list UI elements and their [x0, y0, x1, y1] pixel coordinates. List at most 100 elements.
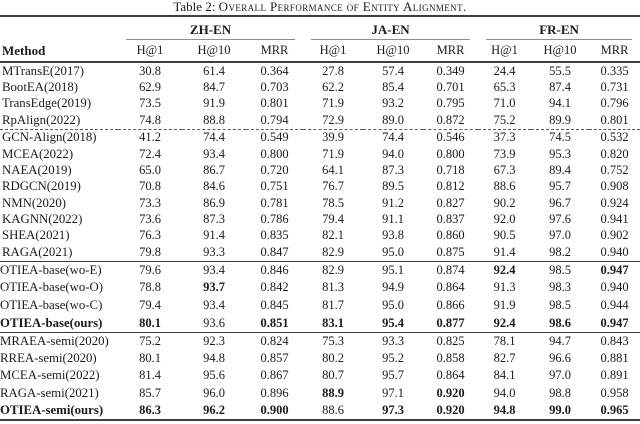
value-cell: 67.3 — [493, 162, 516, 177]
group-header-row: ZH-EN JA-EN FR-EN — [0, 16, 640, 40]
value-cell: 0.864 — [436, 368, 465, 383]
value-cell: 96.6 — [549, 351, 571, 366]
value-cell: 0.872 — [436, 112, 465, 127]
value-cell: 0.908 — [600, 179, 629, 194]
value-cell: 0.920 — [436, 402, 465, 417]
table-row: MRAEA-semi(2020) 75.2 92.3 0.824 75.3 93.3 0.8… — [0, 332, 640, 350]
value-cell: 98.3 — [549, 280, 571, 295]
method-cell: TransEdge(2019) — [2, 96, 92, 111]
value-cell: 95.7 — [382, 368, 404, 383]
method-cell: OTIEA-semi(ours) — [0, 402, 104, 417]
method-cell: OTIEA-base(wo-E) — [0, 262, 102, 277]
value-cell: 89.5 — [382, 179, 404, 194]
value-cell: 73.5 — [139, 96, 161, 111]
group-header-spacer — [0, 16, 118, 40]
value-cell: 0.845 — [260, 297, 289, 312]
value-cell: 71.0 — [493, 96, 516, 111]
value-cell: 75.3 — [322, 333, 344, 348]
value-cell: 64.1 — [322, 162, 344, 177]
value-cell: 84.6 — [203, 179, 225, 194]
value-cell: 91.1 — [382, 212, 404, 227]
value-cell: 0.801 — [260, 96, 289, 111]
value-cell: 88.6 — [322, 402, 344, 417]
value-cell: 0.847 — [260, 244, 289, 259]
value-cell: 0.532 — [589, 128, 640, 146]
value-cell: 78.5 — [322, 195, 344, 210]
value-cell: 98.6 — [549, 315, 571, 330]
value-cell: 95.2 — [382, 351, 404, 366]
value-cell: 76.3 — [139, 228, 161, 243]
method-cell: BootEA(2018) — [2, 80, 79, 95]
group-label-fr-en: FR-EN — [539, 22, 579, 37]
section-baselines: MTransE(2017) 30.8 61.4 0.364 27.8 57.4 0.349 2… — [0, 62, 640, 261]
method-cell: OTIEA-base(ours) — [0, 315, 103, 330]
value-cell: 65.3 — [493, 80, 516, 95]
method-cell: RAGA(2021) — [2, 244, 73, 259]
value-cell: 96.7 — [549, 195, 571, 210]
value-cell: 91.4 — [203, 228, 225, 243]
value-cell: 88.8 — [203, 112, 225, 127]
value-cell: 0.864 — [436, 280, 465, 295]
value-cell: 79.6 — [139, 262, 161, 277]
value-cell: 73.9 — [493, 146, 516, 161]
value-cell: 81.3 — [322, 280, 344, 295]
value-cell: 83.1 — [322, 315, 344, 330]
method-cell: RDGCN(2019) — [2, 179, 81, 194]
value-cell: 94.8 — [203, 351, 225, 366]
value-cell: 97.3 — [382, 402, 404, 417]
value-cell: 81.4 — [139, 368, 161, 383]
value-cell: 82.9 — [322, 244, 344, 259]
value-cell: 0.824 — [260, 333, 289, 348]
method-cell: OTIEA-base(wo-C) — [0, 297, 103, 312]
method-column-header: Method — [2, 43, 46, 58]
value-cell: 78.1 — [493, 333, 516, 348]
table-row: RREA-semi(2020) 80.1 94.8 0.857 80.2 95.2 0.85… — [0, 350, 640, 367]
table-caption: Table 2: Overall Performance of Entity A… — [0, 0, 640, 15]
value-cell: 0.874 — [436, 262, 465, 277]
value-cell: 86.9 — [203, 195, 225, 210]
table-row: TransEdge(2019) 73.5 91.9 0.801 71.9 93.2 0.79… — [0, 96, 640, 112]
table-header: ZH-EN JA-EN FR-EN Method H@1 H@10 MRR H@… — [0, 16, 640, 62]
group-header-ja-en: JA-EN — [303, 16, 478, 40]
value-cell: 95.0 — [382, 244, 404, 259]
value-cell: 0.843 — [600, 333, 629, 348]
value-cell: 79.4 — [322, 212, 344, 227]
value-cell: 0.786 — [260, 212, 289, 227]
value-cell: 0.881 — [600, 351, 629, 366]
value-cell: 99.0 — [549, 402, 571, 417]
value-cell: 0.965 — [600, 402, 629, 417]
value-cell: 98.5 — [549, 297, 571, 312]
value-cell: 94.7 — [549, 333, 571, 348]
value-cell: 27.8 — [322, 63, 344, 78]
value-cell: 0.842 — [260, 280, 289, 295]
value-cell: 91.4 — [493, 244, 516, 259]
metric-header-h1: H@1 — [319, 43, 347, 57]
value-cell: 89.9 — [549, 112, 571, 127]
value-cell: 93.8 — [382, 228, 404, 243]
value-cell: 0.549 — [246, 128, 304, 146]
table-row: GCN-Align(2018) 41.2 74.4 0.549 39.9 74.4 0.54… — [0, 128, 640, 146]
value-cell: 74.4 — [182, 128, 246, 146]
table-row: MCEA-semi(2022) 81.4 95.6 0.867 80.7 95.7 0.86… — [0, 367, 640, 384]
value-cell: 89.0 — [382, 112, 404, 127]
metric-header-mrr: MRR — [600, 43, 629, 57]
value-cell: 24.4 — [493, 63, 516, 78]
value-cell: 73.6 — [139, 212, 161, 227]
method-cell: RAGA-semi(2021) — [0, 385, 99, 400]
value-cell: 0.820 — [600, 146, 629, 161]
value-cell: 62.2 — [322, 80, 344, 95]
value-cell: 82.9 — [322, 262, 344, 277]
value-cell: 0.720 — [260, 162, 289, 177]
value-cell: 80.7 — [322, 368, 344, 383]
section-otiea-base: OTIEA-base(wo-E) 79.6 93.4 0.846 82.9 95.1 0.8… — [0, 261, 640, 333]
value-cell: 0.731 — [600, 80, 629, 95]
group-label-zh-en: ZH-EN — [189, 22, 232, 37]
value-cell: 0.924 — [600, 195, 629, 210]
value-cell: 39.9 — [303, 128, 364, 146]
value-cell: 92.3 — [203, 333, 225, 348]
value-cell: 93.4 — [203, 297, 225, 312]
metric-header-row: Method H@1 H@10 MRR H@1 H@10 MRR H@1 H@1… — [0, 40, 640, 62]
value-cell: 0.800 — [436, 146, 465, 161]
group-rule-ja-en — [311, 39, 471, 40]
value-cell: 30.8 — [139, 63, 161, 78]
